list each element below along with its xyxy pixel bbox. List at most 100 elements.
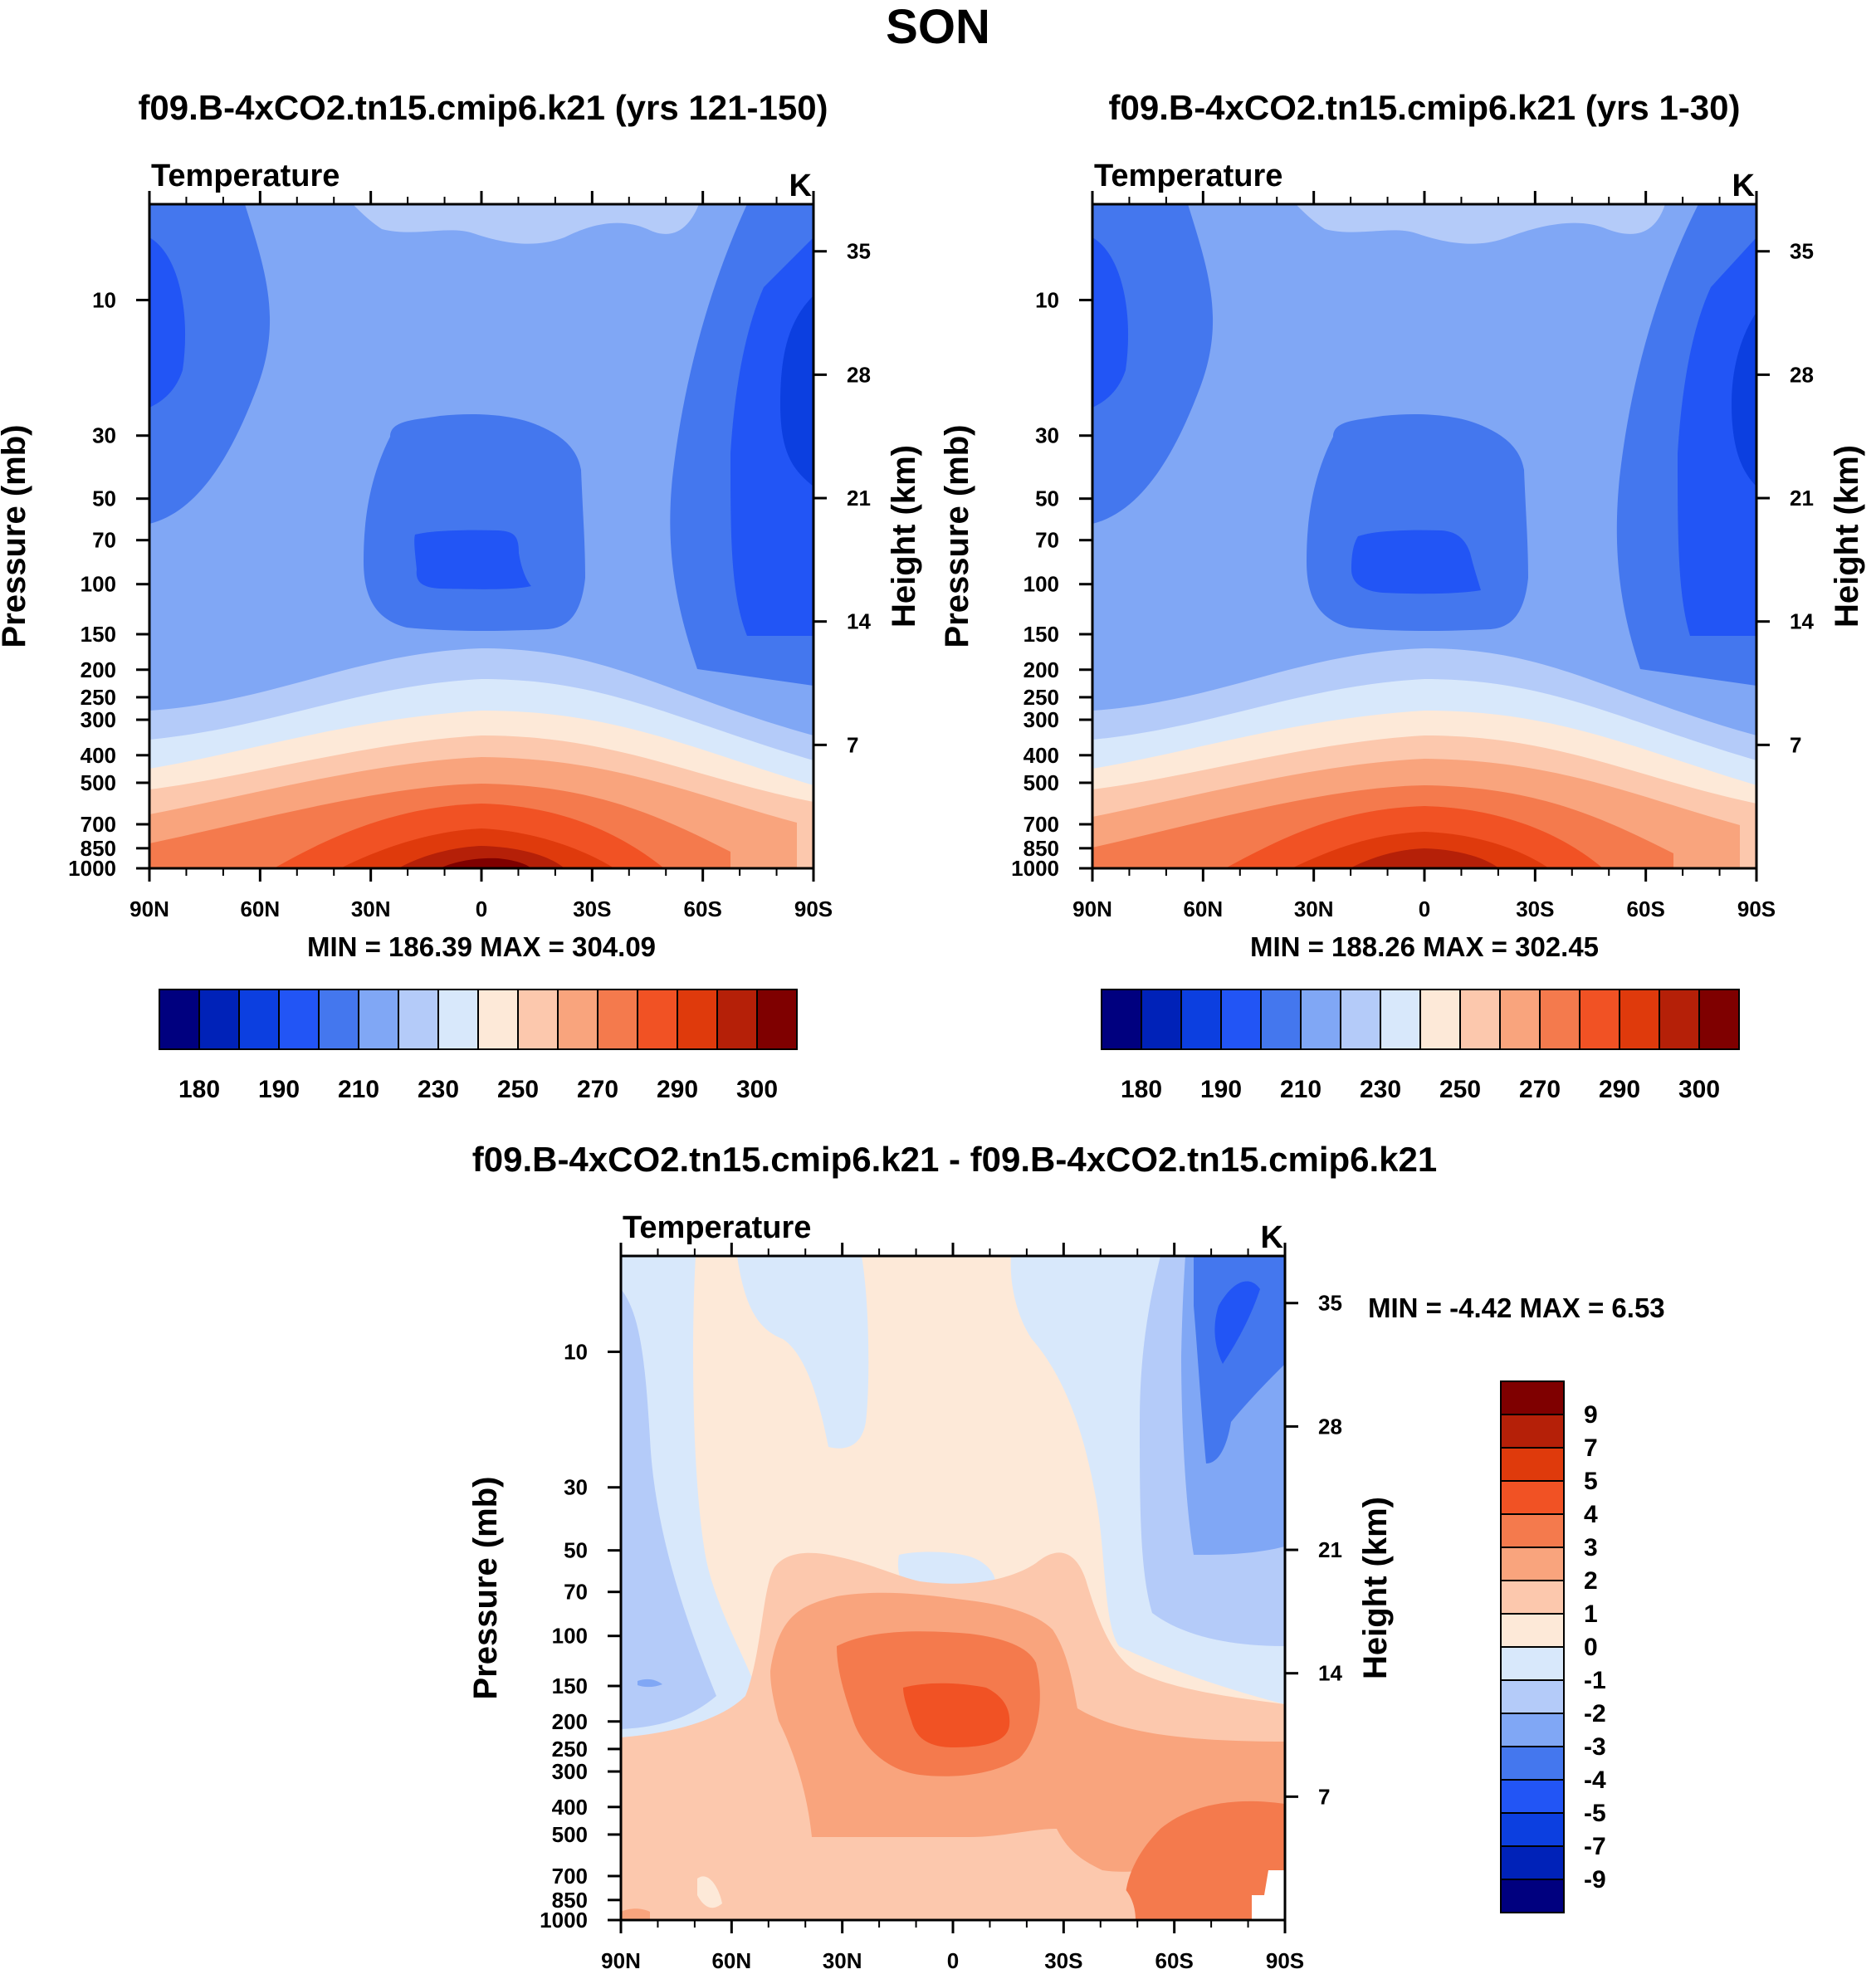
colorbar-swatch [716,989,758,1050]
y-right-axis-labels: 35 28 21 14 7 [1790,239,1814,758]
y-tick-label: 500 [1023,770,1059,795]
y-tick-label: 1000 [1011,856,1059,881]
y-tick-label: 700 [1023,812,1059,837]
colorbar-swatch [1500,1845,1565,1880]
y-tick-label: 100 [552,1624,588,1649]
colorbar-swatch [1180,989,1222,1050]
x-tick-label: 90S [794,897,833,921]
contour-field [149,204,813,868]
x-tick-label: 0 [476,897,487,921]
colorbar-label: 5 [1584,1468,1598,1495]
x-tick-label: 90N [601,1948,641,1973]
colorbar-swatch [1579,989,1620,1050]
panel-title: f09.B-4xCO2.tn15.cmip6.k21 - f09.B-4xCO2… [472,1140,1438,1179]
colorbar-labels: 180 190 210 230 250 270 290 300 [178,1076,778,1103]
y-tick-label: 300 [1023,707,1059,732]
colorbar-swatch [159,989,200,1050]
y-tick-label: 10 [564,1339,588,1364]
contour-fill [638,1678,662,1688]
colorbar-swatch [756,989,798,1050]
colorbar-swatch [1619,989,1660,1050]
contour-fill [353,204,699,244]
colorbar-label: -3 [1584,1733,1606,1761]
colorbar-swatch [1500,1679,1565,1714]
colorbar-swatch [238,989,280,1050]
contour-fill [1351,530,1481,594]
colorbar-swatch [1500,1746,1565,1781]
colorbar-label: 2 [1584,1567,1598,1595]
contour-fill [440,858,531,868]
y-tick-label: 150 [552,1674,588,1698]
colorbar-swatch [1220,989,1262,1050]
x-tick-label: 30S [1044,1948,1082,1973]
y-axis-title: Pressure (mb) [0,425,32,648]
y-right-tick-label: 21 [847,486,871,511]
contour-fill [903,1683,1010,1747]
contour-fill [697,1876,722,1908]
y-tick-label: 700 [81,812,116,837]
colorbar-swatch [1260,989,1302,1050]
y-right-tick-label: 35 [1318,1291,1342,1316]
y-tick-label: 50 [92,486,116,511]
colorbar-label: 250 [1439,1076,1481,1103]
y-tick-label: 50 [564,1538,588,1563]
contour-fill [780,296,813,486]
units-label: K [789,169,813,203]
temperature-panel-1: 90N 60N 30N 0 30S 60S 90S 10 30 50 70 100 150 200 250… [0,159,922,962]
x-tick-label: 90S [1737,897,1776,921]
units-label: K [1732,169,1756,203]
colorbar-swatches [1500,1380,1565,1913]
y-right-tick-label: 7 [1318,1784,1330,1809]
colorbar-label: 230 [418,1076,459,1103]
contour-fill [1194,1256,1285,1463]
colorbar-label: 270 [577,1076,618,1103]
contour-fill [1093,1794,1112,1812]
x-axis-labels: 90N 60N 30N 0 30S 60S 90S [601,1948,1304,1973]
contour-fill [1125,1801,1285,1920]
contour-fill [621,1908,650,1920]
colorbar-swatch [1459,989,1501,1050]
colorbar-label: -7 [1584,1833,1606,1860]
contour-fill [1214,1281,1260,1364]
x-tick-label: 60N [240,897,280,921]
colorbar-label: -4 [1584,1766,1606,1794]
colorbar-swatch [1499,989,1541,1050]
panel-title: f09.B-4xCO2.tn15.cmip6.k21 (yrs 121-150) [138,88,828,127]
y-tick-label: 100 [1023,572,1059,597]
y-tick-label: 70 [1035,528,1059,553]
y-tick-label: 850 [1023,836,1059,861]
colorbar-swatch [1500,1447,1565,1482]
contour-fill [1307,414,1528,632]
colorbar-label: 290 [657,1076,698,1103]
y-right-tick-label: 28 [847,362,871,387]
colorbar-swatch [1141,989,1182,1050]
y-tick-label: 30 [92,423,116,448]
colorbar-label: 270 [1519,1076,1561,1103]
y-tick-label: 500 [81,770,116,795]
contour-fill [1109,1887,1136,1920]
contour-fill [1252,1870,1285,1920]
y-tick-label: 200 [552,1709,588,1734]
y-tick-label: 250 [552,1737,588,1762]
x-tick-label: 30S [1516,897,1554,921]
colorbar-swatches [159,989,798,1050]
y-right-tick-label: 28 [1318,1414,1342,1439]
colorbar-labels: 9 7 5 4 3 2 1 0 -1 -2 -3 -4 -5 -7 -9 [1584,1401,1606,1893]
colorbar-label: 250 [497,1076,539,1103]
y-tick-label: 300 [81,707,116,732]
colorbar-label: 7 [1584,1434,1598,1462]
contour-fill [398,846,564,868]
temperature-panel-2: 90N 60N 30N 0 30S 60S 90S 10 30 50 70 100 150 200 250… [939,159,1865,962]
y-tick-label: 70 [92,528,116,553]
x-axis-labels: 90N 60N 30N 0 30S 60S 90S [129,897,833,921]
colorbar-swatch [1500,1646,1565,1681]
x-tick-label: 30N [1294,897,1334,921]
y-tick-label: 30 [1035,423,1059,448]
x-tick-label: 30N [823,1948,862,1973]
contour-fill [414,530,531,589]
colorbar-label: 190 [258,1076,300,1103]
